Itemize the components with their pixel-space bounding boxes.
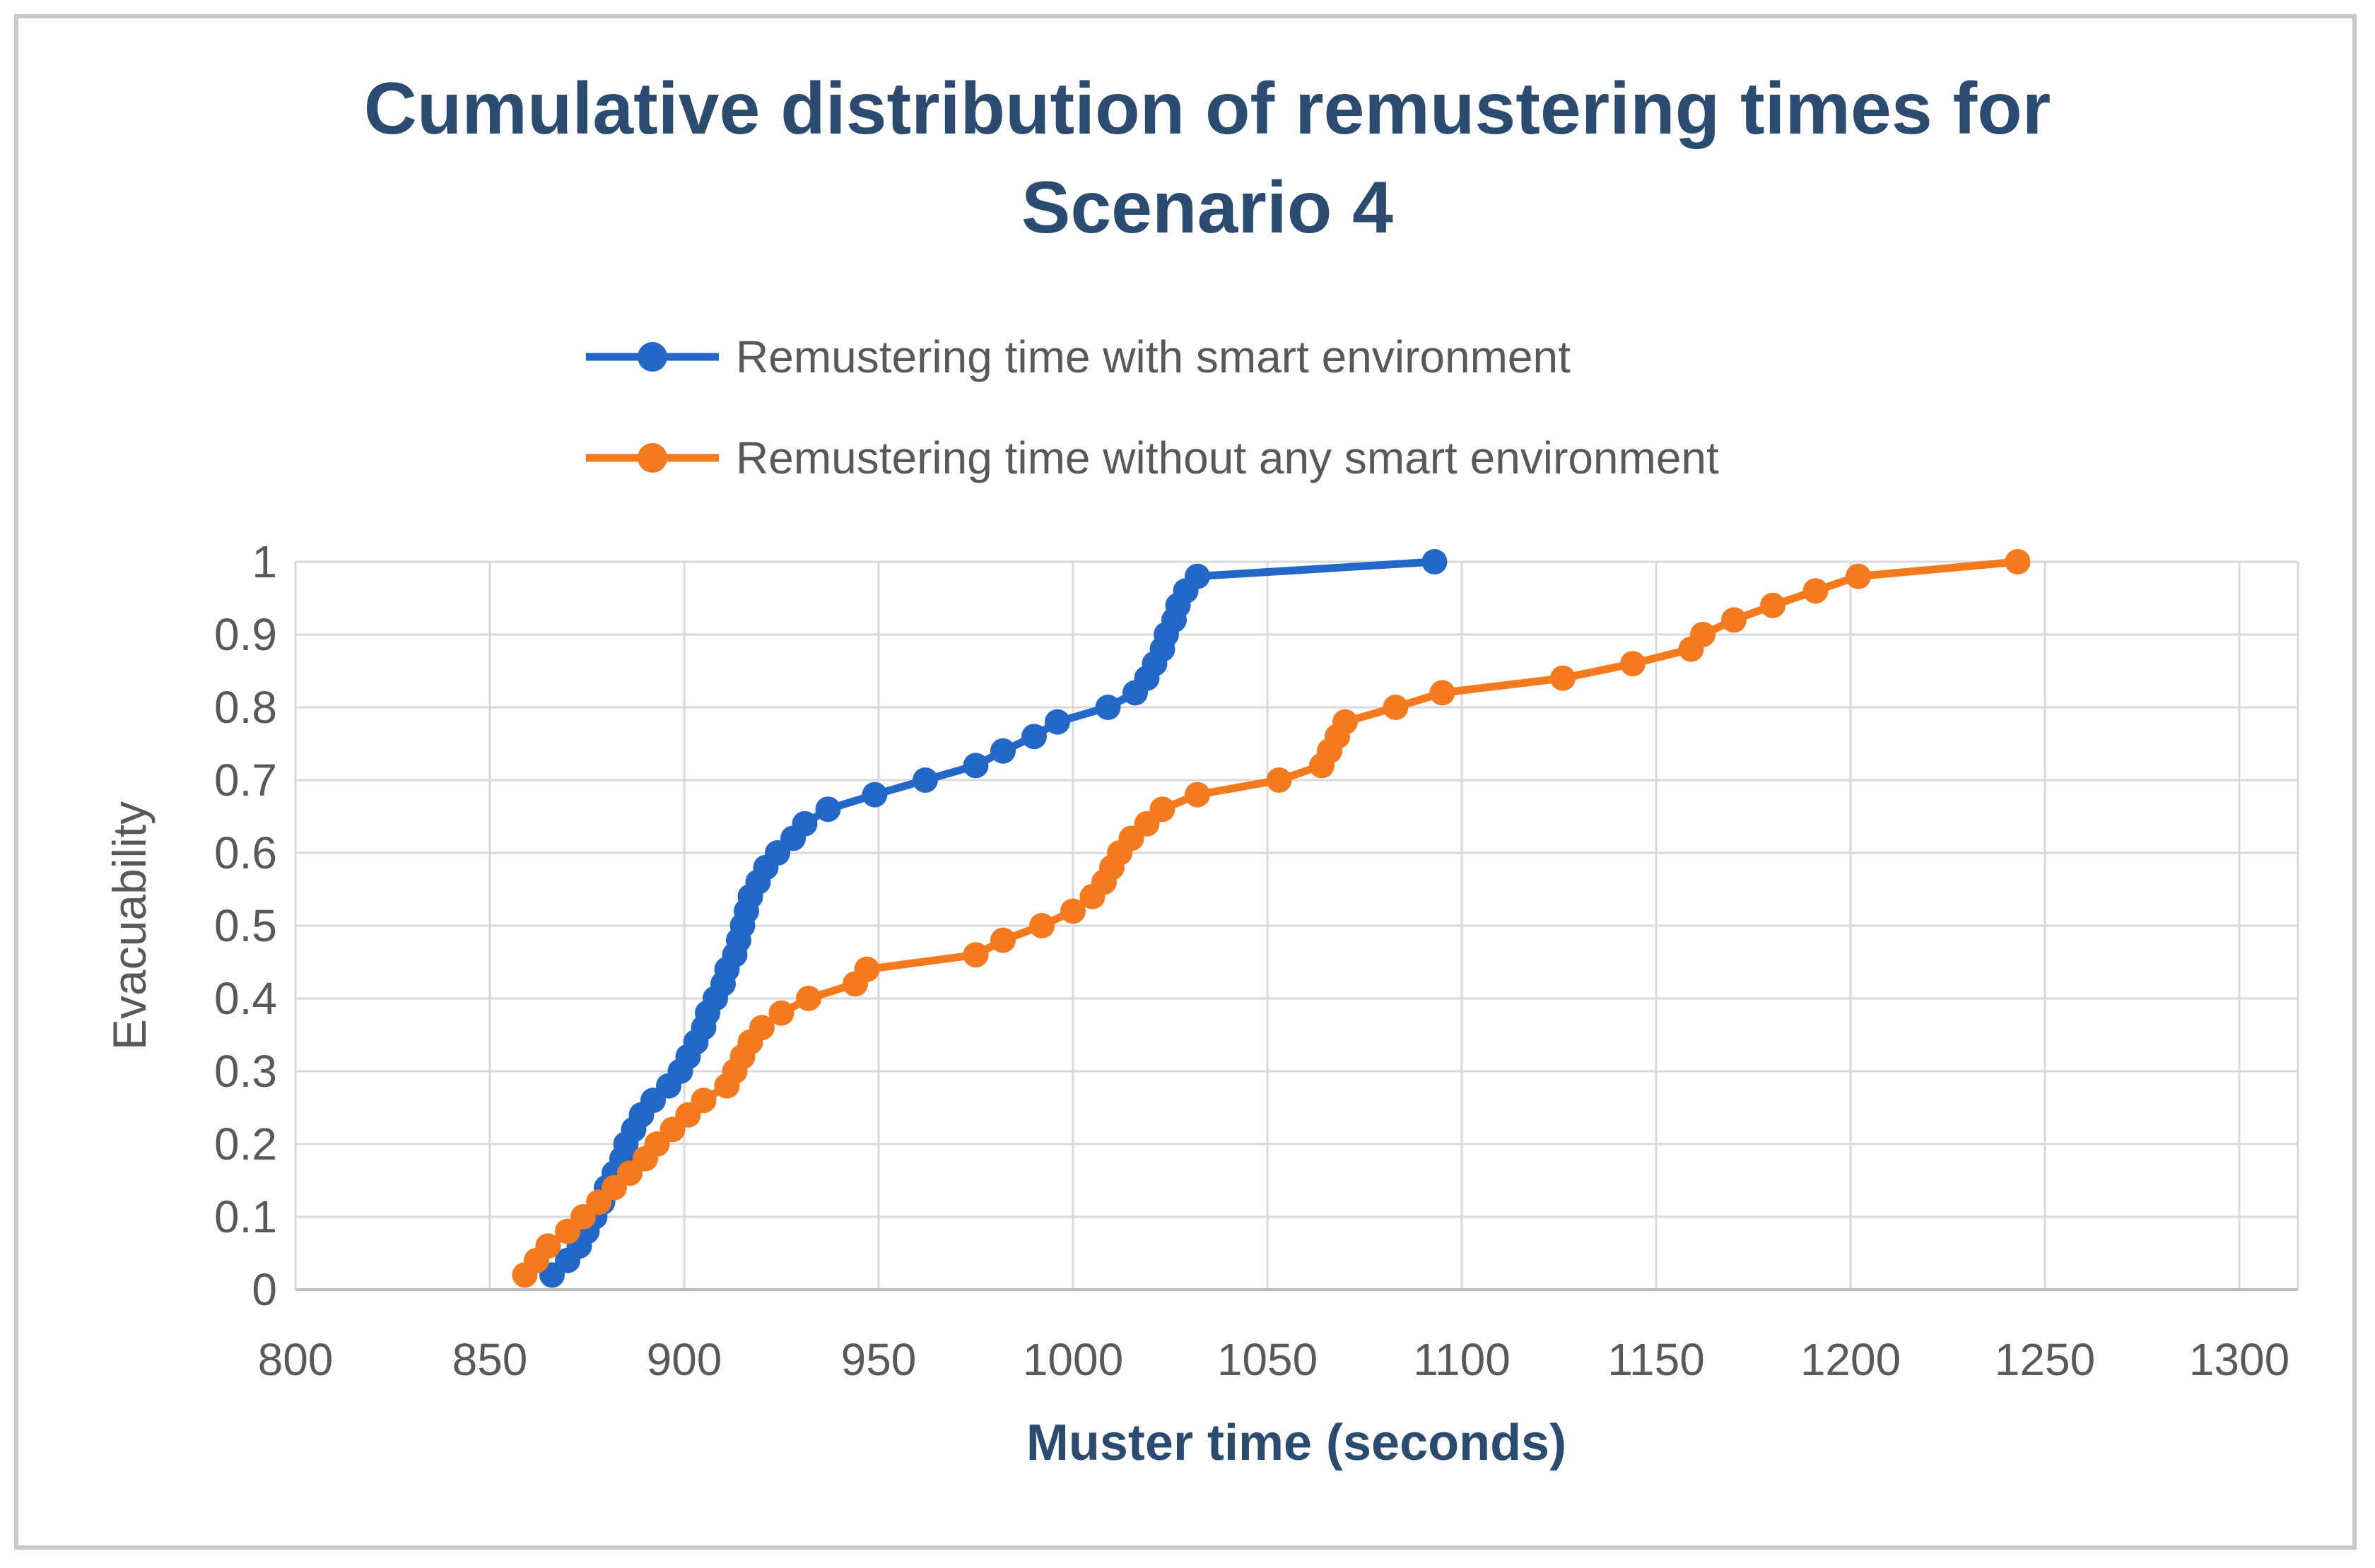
- data-point-marker: [691, 1087, 717, 1114]
- data-point-marker: [1095, 695, 1121, 720]
- x-tick-label: 900: [646, 1334, 722, 1385]
- data-point-marker: [1029, 913, 1055, 938]
- x-tick-label: 1150: [1607, 1334, 1705, 1385]
- x-tick-label: 800: [257, 1334, 334, 1385]
- data-point-marker: [1721, 607, 1747, 633]
- data-point-marker: [1149, 796, 1175, 823]
- data-point-marker: [963, 942, 989, 968]
- data-point-marker: [1421, 549, 1448, 574]
- y-tick-label: 0.2: [214, 1119, 277, 1169]
- data-point-marker: [768, 1000, 794, 1026]
- y-axis-title: Evacuability: [103, 801, 156, 1051]
- y-tick-label: 1: [252, 536, 277, 587]
- y-tick-label: 0.4: [214, 973, 277, 1024]
- x-tick-label: 1000: [1022, 1334, 1124, 1385]
- y-tick-label: 0.8: [214, 682, 277, 733]
- x-tick-label: 1200: [1800, 1334, 1901, 1385]
- data-point-marker: [1266, 767, 1292, 793]
- chart-title-line-1: Cumulative distribution of remustering t…: [363, 68, 2051, 150]
- y-tick-label: 0.3: [214, 1046, 277, 1097]
- data-point-marker: [535, 1233, 561, 1259]
- data-point-marker: [1690, 622, 1716, 647]
- data-point-marker: [792, 810, 818, 837]
- data-point-marker: [990, 738, 1016, 764]
- data-point-marker: [1332, 709, 1358, 735]
- legend-label-no-smart: Remustering time without any smart envir…: [736, 432, 1719, 483]
- data-point-marker: [1185, 782, 1210, 808]
- y-tick-label: 0: [252, 1264, 277, 1315]
- legend-item-no-smart: Remustering time without any smart envir…: [582, 424, 1719, 492]
- data-point-marker: [1429, 680, 1455, 706]
- legend-line-marker-icon-no-smart: [586, 443, 719, 473]
- data-point-marker: [963, 753, 989, 779]
- data-point-marker: [796, 986, 821, 1011]
- data-point-marker: [1383, 695, 1409, 720]
- x-tick-label: 1100: [1413, 1334, 1511, 1385]
- data-point-marker: [2005, 549, 2031, 574]
- data-point-marker: [990, 927, 1016, 953]
- x-tick-label: 1250: [1994, 1334, 2096, 1385]
- data-point-marker: [1760, 592, 1785, 618]
- y-tick-label: 0.5: [214, 900, 277, 951]
- legend-item-smart: Remustering time with smart environment: [582, 323, 1571, 391]
- x-axis-title: Muster time (seconds): [1026, 1415, 1567, 1471]
- chart-title-line-2: Scenario 4: [1021, 167, 1394, 249]
- chart-title: Cumulative distribution of remustering t…: [281, 59, 2133, 257]
- y-tick-label: 0.9: [214, 609, 277, 660]
- data-point-marker: [913, 767, 938, 793]
- x-tick-label: 1300: [2188, 1334, 2290, 1385]
- data-point-marker: [749, 1015, 775, 1041]
- x-tick-label: 1050: [1216, 1334, 1318, 1385]
- chart-frame: [14, 14, 2357, 1550]
- y-tick-label: 0.6: [214, 827, 277, 878]
- legend-line-marker-icon-smart: [586, 342, 719, 372]
- legend-label-smart: Remustering time with smart environment: [736, 331, 1571, 382]
- data-point-marker: [1060, 898, 1086, 924]
- data-point-marker: [1550, 665, 1576, 691]
- data-point-marker: [1802, 578, 1829, 604]
- data-point-marker: [1021, 724, 1047, 750]
- y-tick-label: 0.7: [214, 755, 277, 806]
- x-tick-label: 850: [452, 1334, 528, 1385]
- data-point-marker: [1620, 651, 1646, 677]
- data-point-marker: [1045, 709, 1070, 735]
- data-point-marker: [1846, 563, 1871, 589]
- data-point-marker: [862, 782, 888, 808]
- data-point-marker: [815, 796, 841, 823]
- y-tick-label: 0.1: [214, 1191, 277, 1242]
- x-tick-label: 950: [840, 1334, 917, 1385]
- data-point-marker: [1185, 563, 1210, 589]
- data-point-marker: [854, 956, 880, 982]
